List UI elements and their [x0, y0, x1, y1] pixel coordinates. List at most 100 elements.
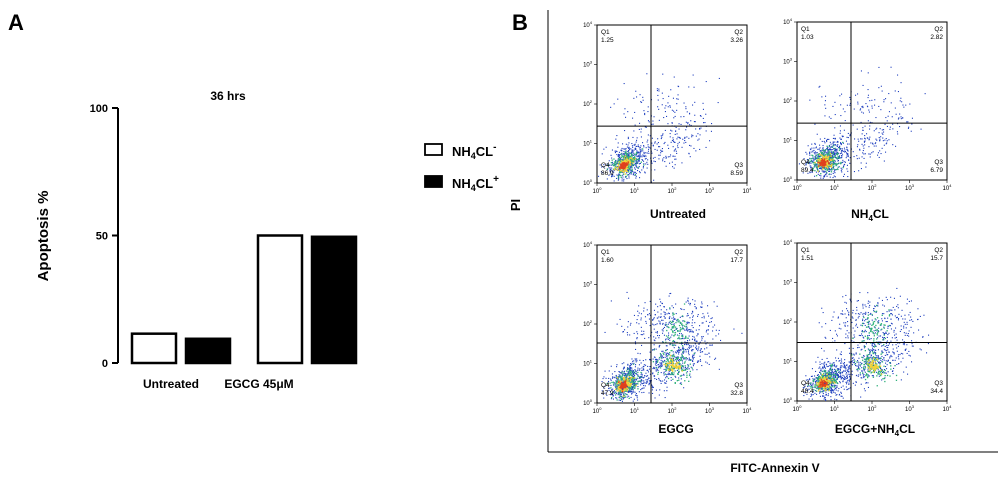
- scatter-point: [645, 379, 647, 381]
- scatter-point: [840, 362, 842, 364]
- scatter-point: [630, 381, 632, 383]
- scatter-point: [823, 363, 825, 365]
- scatter-point: [633, 372, 635, 374]
- scatter-point: [869, 153, 871, 155]
- scatter-point: [687, 368, 689, 370]
- scatter-point: [688, 368, 690, 370]
- scatter-point: [667, 336, 669, 338]
- scatter-point: [678, 347, 681, 349]
- scatter-point: [706, 353, 708, 355]
- scatter-point: [652, 349, 654, 351]
- scatter-point: [636, 155, 638, 157]
- scatter-point: [638, 163, 640, 165]
- x-tick-label: 101: [630, 406, 640, 415]
- scatter-point: [691, 325, 693, 327]
- scatter-point: [697, 133, 699, 135]
- scatter-point: [696, 340, 698, 342]
- scatter-point: [816, 393, 818, 395]
- scatter-point: [709, 140, 711, 142]
- scatter-point: [683, 348, 685, 350]
- scatter-point: [829, 146, 831, 148]
- scatter-point: [816, 387, 818, 390]
- scatter-point: [798, 163, 800, 165]
- scatter-point: [804, 385, 806, 387]
- scatter-point: [692, 310, 694, 312]
- scatter-point: [665, 368, 667, 370]
- scatter-point: [677, 136, 679, 138]
- scatter-point: [714, 358, 716, 360]
- scatter-point: [807, 390, 809, 392]
- scatter-point: [667, 337, 669, 339]
- scatter-point: [617, 387, 619, 390]
- scatter-point: [830, 159, 832, 161]
- scatter-point: [627, 111, 629, 113]
- scatter-point: [640, 145, 642, 147]
- scatter-point: [663, 368, 665, 370]
- scatter-point: [655, 331, 657, 333]
- scatter-point: [879, 128, 881, 130]
- scatter-point: [820, 158, 822, 160]
- scatter-point: [835, 385, 837, 387]
- scatter-point: [830, 164, 832, 166]
- scatter-point: [847, 170, 849, 172]
- scatter-point: [692, 355, 694, 357]
- scatter-point: [672, 361, 674, 364]
- scatter-point: [817, 162, 819, 165]
- scatter-point: [882, 133, 884, 135]
- scatter-point: [676, 138, 678, 140]
- scatter-point: [885, 98, 887, 100]
- scatter-point: [643, 364, 645, 366]
- scatter-point: [868, 109, 870, 111]
- scatter-point: [681, 359, 683, 361]
- scatter-point: [827, 151, 829, 153]
- scatter-point: [826, 158, 828, 160]
- scatter-point: [833, 389, 835, 391]
- scatter-point: [825, 363, 827, 365]
- scatter-point: [838, 377, 840, 379]
- scatter-point: [831, 370, 833, 372]
- scatter-point: [805, 164, 807, 166]
- scatter-point: [836, 377, 838, 380]
- scatter-point: [608, 160, 610, 162]
- scatter-point: [633, 97, 635, 99]
- scatter-point: [681, 341, 683, 344]
- scatter-point: [803, 158, 805, 160]
- scatter-point: [811, 147, 813, 149]
- scatter-point: [825, 151, 827, 153]
- scatter-point: [880, 85, 882, 87]
- scatter-point: [861, 156, 863, 158]
- scatter-point: [634, 147, 636, 149]
- scatter-point: [667, 377, 670, 380]
- scatter-point: [642, 150, 644, 152]
- scatter-point: [819, 162, 821, 165]
- scatter-point: [622, 394, 624, 396]
- scatter-point: [618, 386, 620, 388]
- scatter-point: [812, 391, 814, 393]
- scatter-point: [620, 384, 623, 386]
- scatter-point: [814, 163, 816, 165]
- scatter-point: [640, 376, 642, 378]
- scatter-point: [648, 383, 650, 385]
- scatter-point: [820, 369, 822, 371]
- scatter-point: [862, 145, 864, 147]
- scatter-point: [663, 117, 665, 119]
- scatter-point: [872, 151, 874, 153]
- scatter-point: [628, 147, 630, 149]
- scatter-point: [830, 372, 832, 374]
- scatter-point: [867, 89, 869, 91]
- scatter-point: [665, 341, 667, 343]
- scatter-point: [644, 112, 646, 114]
- scatter-point: [641, 369, 643, 371]
- scatter-point: [627, 321, 629, 323]
- scatter-point: [846, 136, 848, 138]
- scatter-point: [631, 145, 633, 147]
- scatter-point: [630, 170, 632, 172]
- scatter-point: [636, 145, 638, 147]
- scatter-point: [900, 97, 902, 99]
- scatter-point: [664, 107, 666, 109]
- scatter-point: [816, 165, 818, 168]
- scatter-point: [622, 386, 625, 388]
- scatter-point: [623, 162, 625, 164]
- scatter-point: [616, 389, 618, 391]
- scatter-point: [834, 169, 836, 171]
